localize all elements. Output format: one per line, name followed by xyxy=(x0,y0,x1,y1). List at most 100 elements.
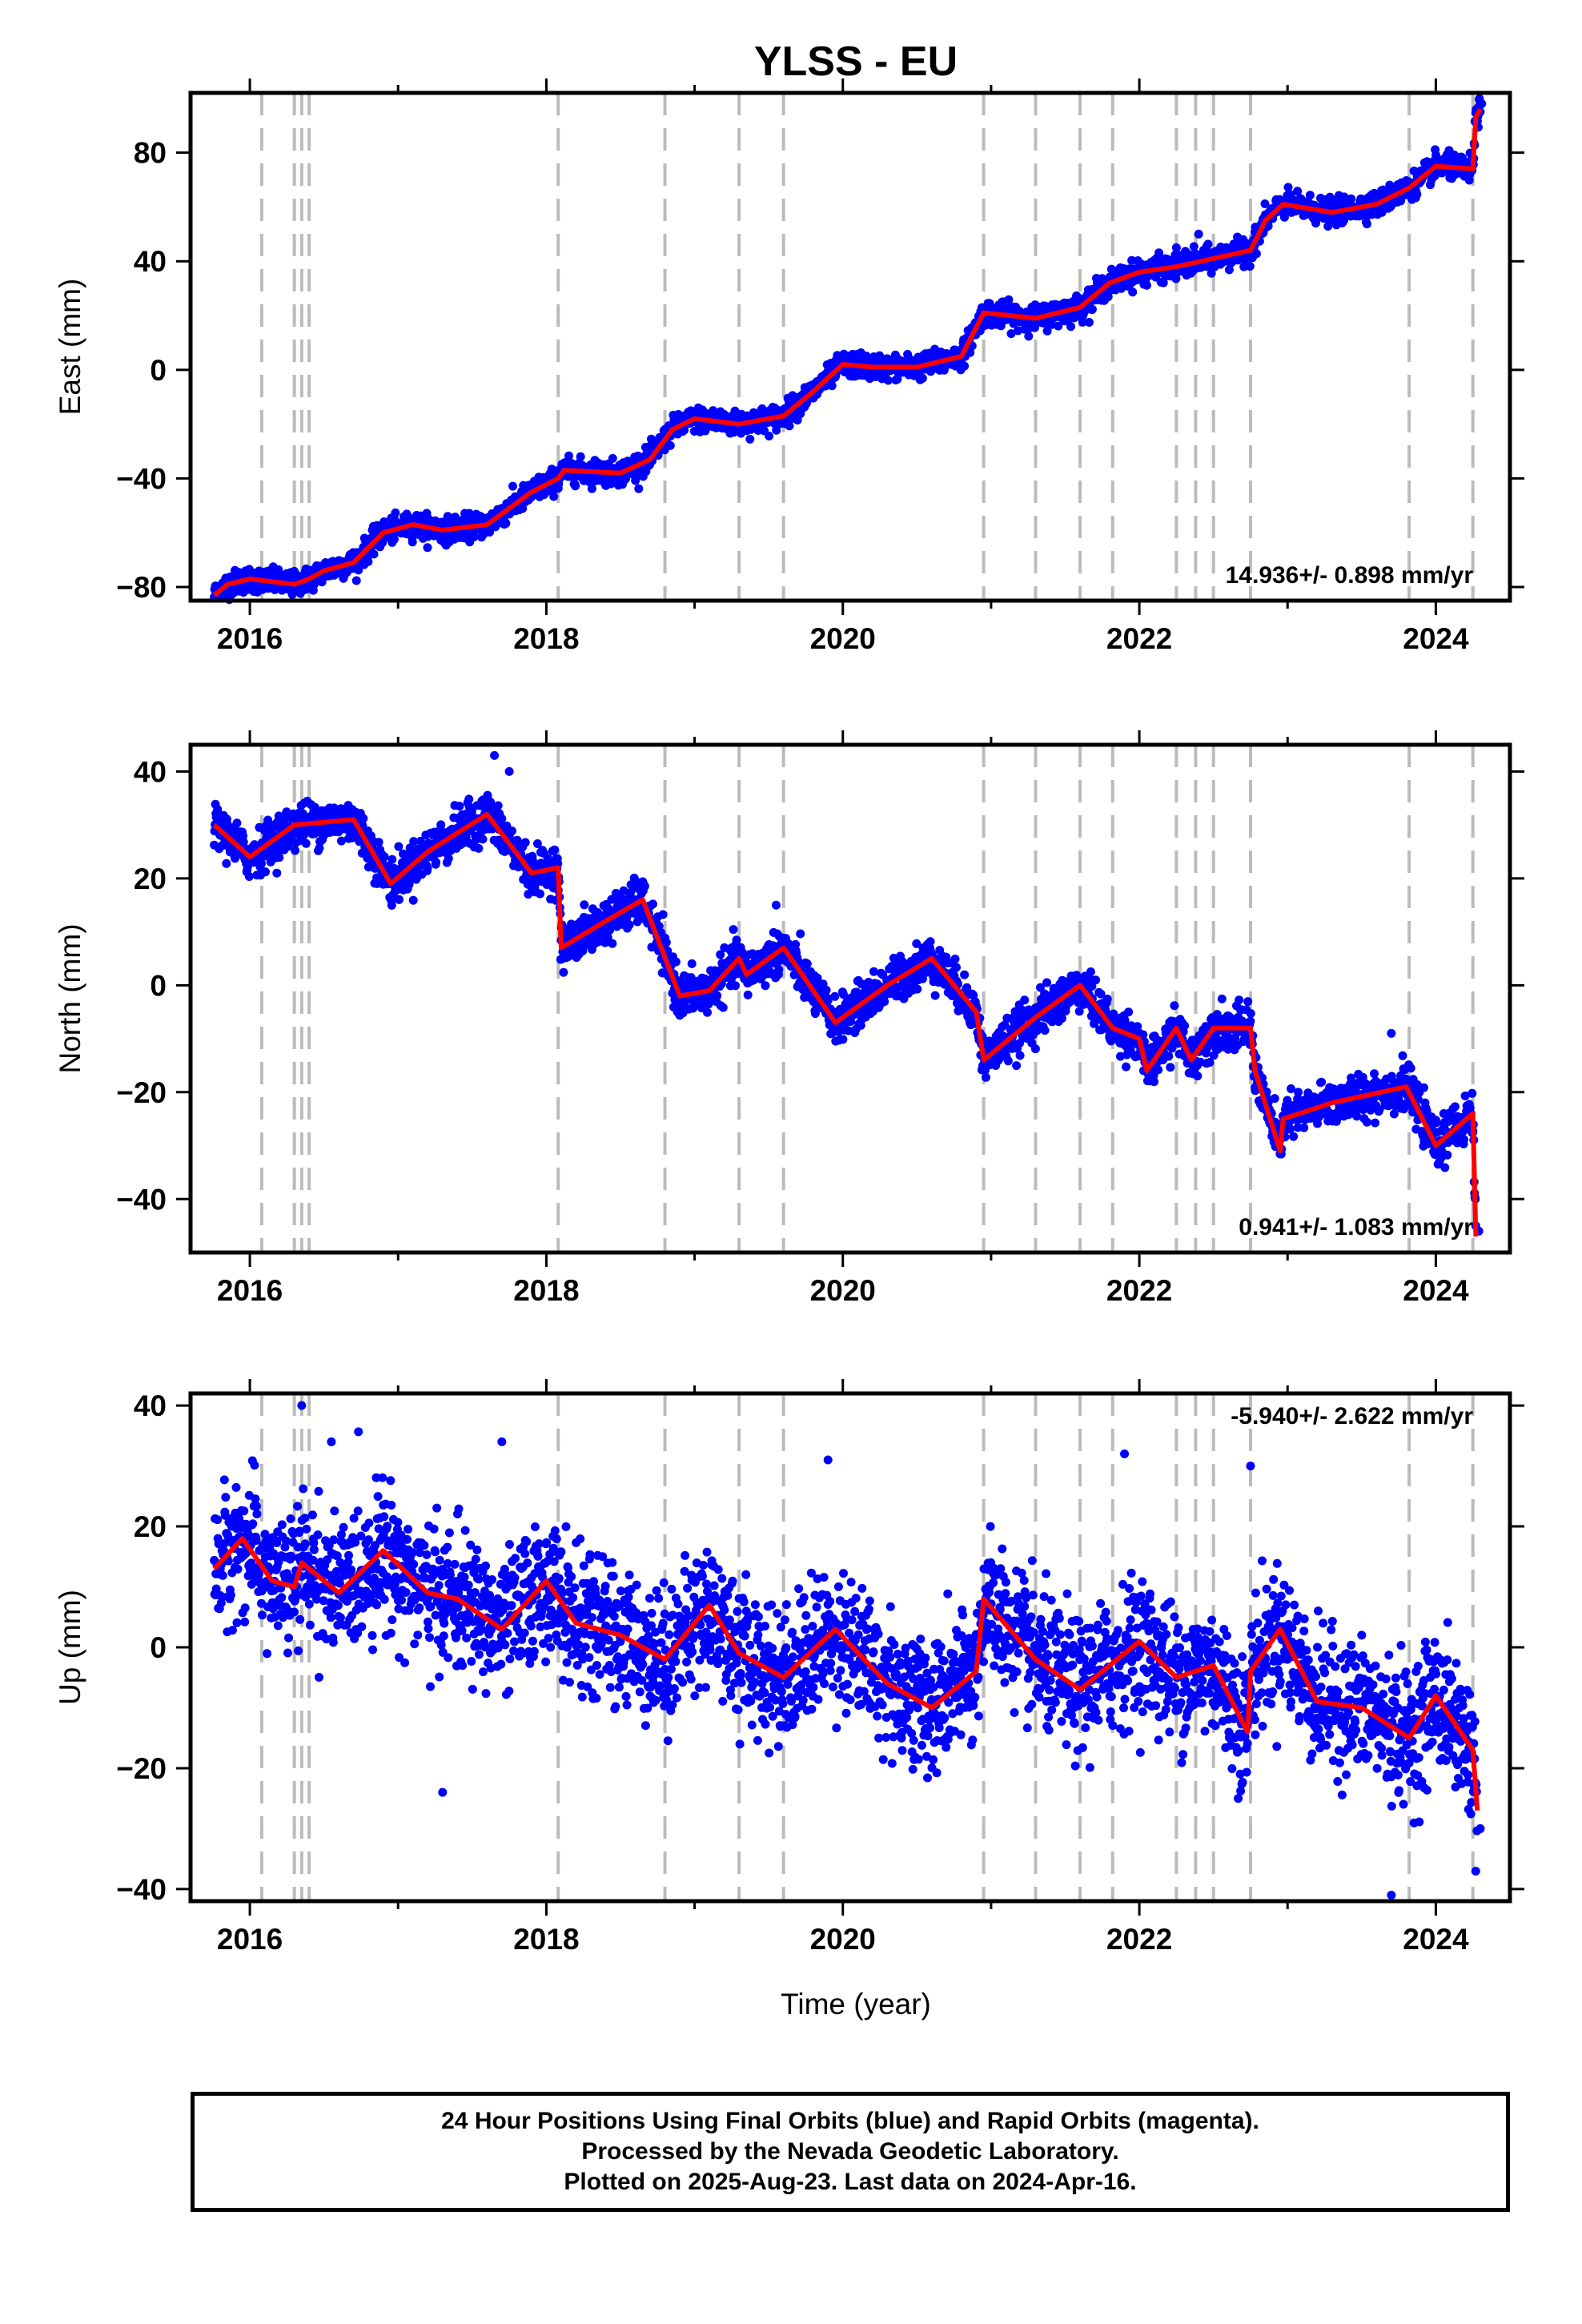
position-point xyxy=(1142,280,1151,290)
velocity-label: 14.936+/- 0.898 mm/yr xyxy=(1226,562,1474,589)
y-tick-label: 0 xyxy=(150,354,167,387)
position-point xyxy=(634,484,644,493)
position-point xyxy=(774,965,784,975)
position-point xyxy=(772,425,781,435)
position-point xyxy=(469,533,479,542)
position-point xyxy=(432,858,441,867)
y-tick-label: 80 xyxy=(134,137,167,170)
position-point xyxy=(745,434,755,444)
position-point xyxy=(423,543,432,553)
position-point xyxy=(272,868,282,878)
position-point xyxy=(387,854,397,864)
position-point xyxy=(718,1003,728,1012)
position-point xyxy=(391,508,400,517)
position-point xyxy=(913,984,922,994)
position-point xyxy=(1203,239,1213,249)
position-point xyxy=(436,820,446,830)
position-point xyxy=(687,959,697,968)
position-point xyxy=(580,900,589,910)
outlier-point xyxy=(1171,243,1181,252)
position-point xyxy=(1189,242,1199,251)
position-point xyxy=(730,406,740,416)
x-tick-label: 2022 xyxy=(1106,622,1172,655)
position-point xyxy=(571,481,580,491)
position-point xyxy=(821,985,831,995)
position-point xyxy=(455,802,464,811)
position-point xyxy=(374,838,383,847)
position-point xyxy=(408,537,417,547)
position-point xyxy=(926,937,935,947)
position-point xyxy=(261,867,270,877)
position-point xyxy=(493,801,503,810)
position-point xyxy=(608,453,617,463)
position-point xyxy=(395,895,404,904)
position-point xyxy=(222,858,231,868)
position-point xyxy=(930,991,940,1000)
y-tick-label: −80 xyxy=(116,571,167,604)
position-point xyxy=(518,504,528,513)
position-point xyxy=(761,981,770,991)
position-point xyxy=(1066,322,1075,332)
position-point xyxy=(703,1007,712,1017)
position-point xyxy=(1087,304,1097,314)
position-point xyxy=(661,938,671,947)
position-point xyxy=(559,967,568,977)
position-point xyxy=(363,557,373,566)
position-point xyxy=(917,373,927,383)
position-point xyxy=(827,381,837,391)
position-point xyxy=(960,361,970,371)
position-point xyxy=(474,843,484,853)
position-point xyxy=(478,834,488,844)
position-point xyxy=(1084,318,1094,327)
position-point xyxy=(880,997,889,1007)
position-point xyxy=(640,882,649,891)
position-point xyxy=(713,991,722,1000)
position-point xyxy=(731,981,740,991)
position-point xyxy=(729,925,738,935)
position-point xyxy=(671,957,681,967)
x-tick-label: 2020 xyxy=(810,622,876,655)
position-point xyxy=(540,490,549,500)
position-point xyxy=(497,814,507,823)
position-point xyxy=(1024,332,1034,341)
position-point xyxy=(732,935,741,945)
y-tick-label: 40 xyxy=(134,245,167,278)
position-point xyxy=(508,481,517,491)
position-point xyxy=(423,863,432,873)
position-point xyxy=(508,826,516,836)
position-point xyxy=(785,421,794,431)
position-point xyxy=(743,990,753,999)
position-point xyxy=(883,376,893,385)
y-tick-label: −40 xyxy=(116,462,167,495)
position-point xyxy=(387,901,396,910)
x-tick-label: 2016 xyxy=(217,622,283,655)
position-point xyxy=(1245,262,1255,271)
position-point xyxy=(802,959,812,968)
position-point xyxy=(232,818,242,828)
y-axis-label: East (mm) xyxy=(54,279,86,416)
chart-title: YLSS - EU xyxy=(754,38,958,85)
position-point xyxy=(244,872,254,881)
position-point xyxy=(1362,219,1371,229)
position-point xyxy=(369,549,379,559)
position-point xyxy=(869,967,878,976)
position-point xyxy=(275,853,284,862)
position-point xyxy=(359,814,368,823)
position-point xyxy=(550,845,560,854)
position-point xyxy=(536,889,544,899)
position-point xyxy=(624,920,634,930)
position-point xyxy=(564,451,573,460)
position-point xyxy=(576,452,585,461)
position-point xyxy=(1128,287,1138,297)
outlier-point xyxy=(1194,229,1203,239)
position-point xyxy=(648,899,657,909)
position-point xyxy=(765,432,774,440)
position-point xyxy=(830,991,840,1001)
position-point xyxy=(351,576,361,585)
position-point xyxy=(1305,191,1315,200)
position-point xyxy=(354,565,363,575)
position-point xyxy=(408,895,418,905)
